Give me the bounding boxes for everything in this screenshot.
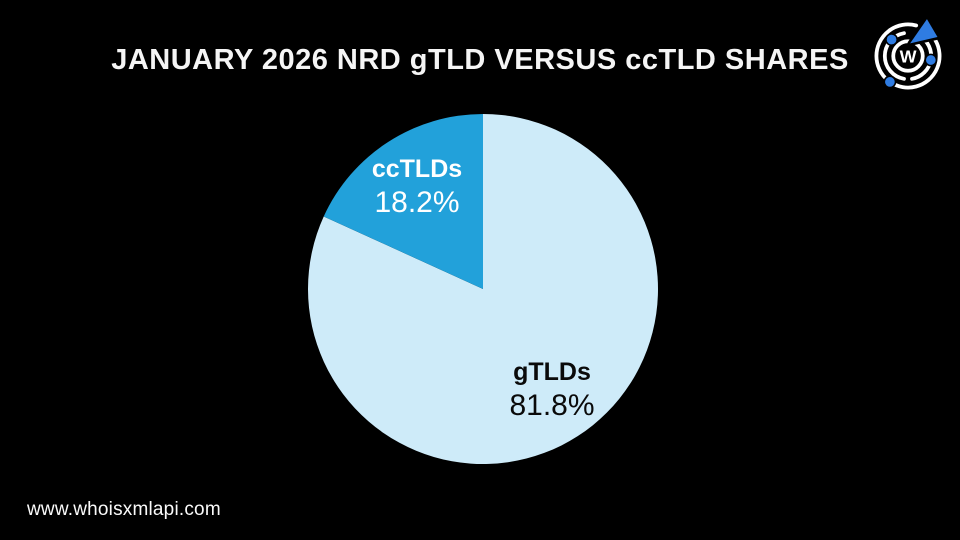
slice-name-gtlds: gTLDs [513, 358, 591, 386]
whoisxmlapi-logo: W [868, 16, 948, 96]
website-url: www.whoisxmlapi.com [27, 499, 221, 520]
logo-letter: W [900, 47, 917, 67]
logo-dot-right-icon [924, 53, 938, 67]
slice-value-cctlds: 18.2% [374, 185, 460, 219]
logo-dot-bottom-left-icon [883, 75, 897, 89]
slice-label-cctlds: ccTLDs 18.2% [327, 155, 507, 220]
pie-chart [307, 114, 658, 464]
slice-value-gtlds: 81.8% [509, 388, 595, 422]
whoisxmlapi-logo-icon: W [874, 16, 942, 90]
slice-name-cctlds: ccTLDs [371, 155, 463, 183]
pie-slice-cctlds [323, 114, 483, 289]
page-title: JANUARY 2026 NRD gTLD VERSUS ccTLD SHARE… [111, 44, 849, 76]
pie-chart-area: ccTLDs 18.2% gTLDs 81.8% [303, 109, 663, 469]
logo-pennant-icon [907, 16, 941, 46]
slice-label-gtlds: gTLDs 81.8% [462, 358, 642, 423]
logo-dot-upper-left-icon [885, 33, 898, 46]
pie-slice-gtlds [307, 114, 658, 464]
